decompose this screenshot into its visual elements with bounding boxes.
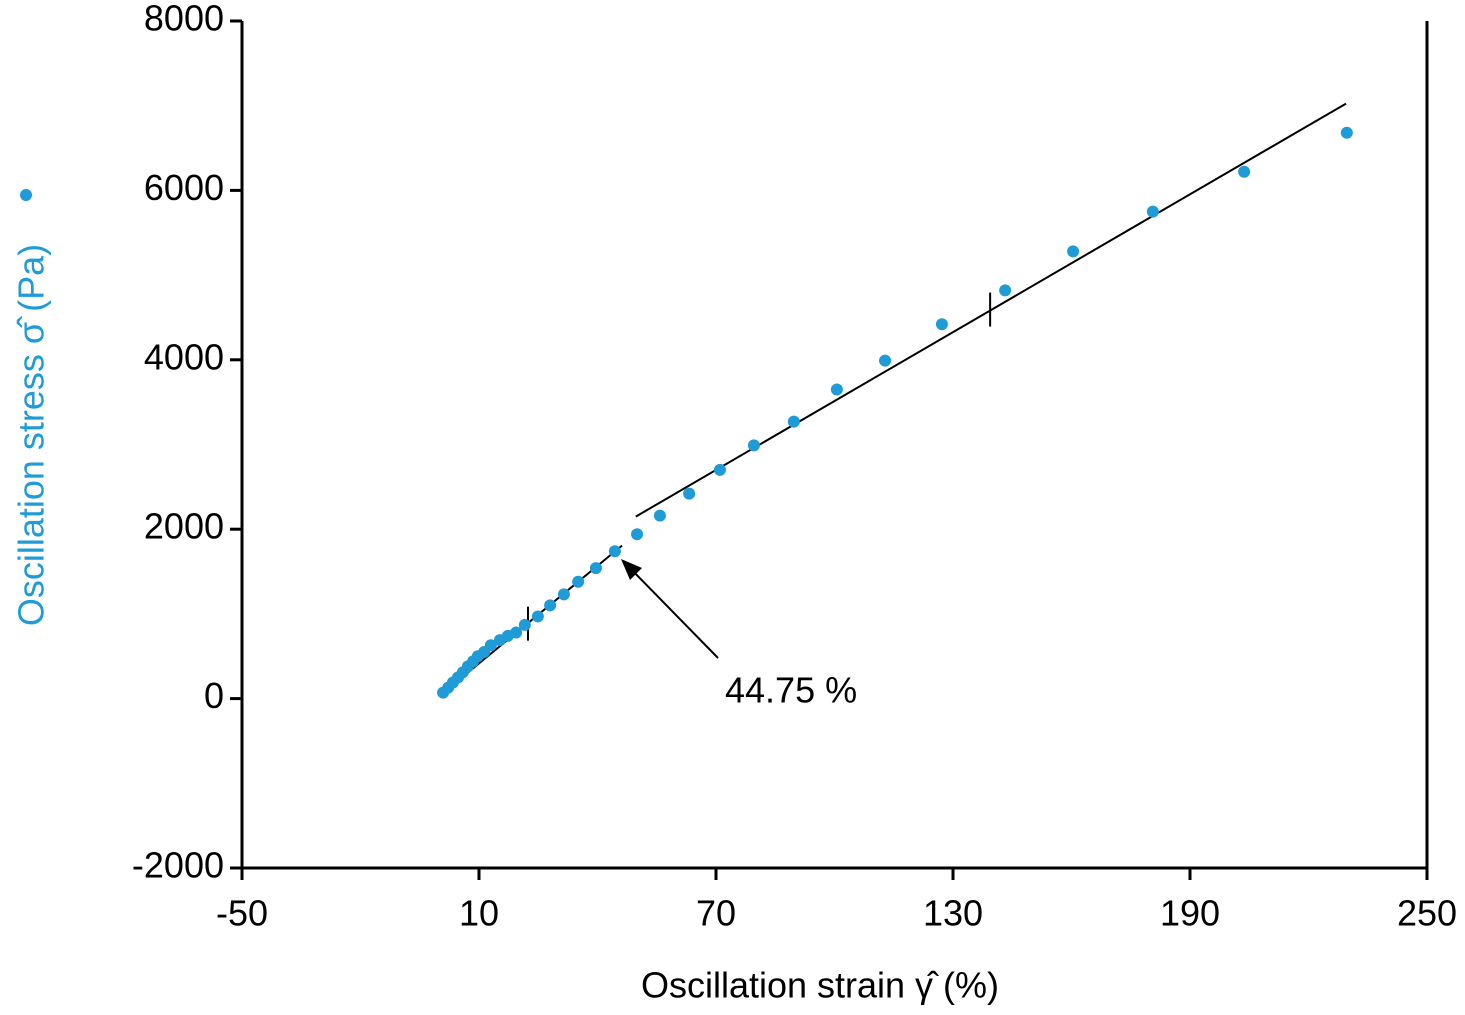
y-tick-label: 2000 (144, 506, 224, 547)
x-tick-label: 70 (696, 893, 736, 934)
data-point (1340, 126, 1353, 139)
annotation: 44.75 % (725, 670, 857, 711)
data-point (572, 575, 585, 588)
data-point (557, 588, 570, 601)
data-point (608, 545, 621, 558)
y-tick-label: 6000 (144, 167, 224, 208)
data-point (589, 562, 602, 575)
data-point (518, 618, 531, 631)
data-point (544, 599, 557, 612)
data-point (683, 487, 696, 500)
data-point (631, 528, 643, 541)
data-point (713, 463, 726, 476)
data-point (935, 318, 948, 331)
y-tick-label: -2000 (132, 845, 224, 886)
x-tick-label: 190 (1160, 893, 1220, 934)
data-point (787, 415, 800, 428)
x-tick-label: -50 (216, 893, 268, 934)
annotation-arrow (627, 565, 719, 659)
data-point (484, 639, 497, 652)
x-axis-label: Oscillation strain γ̂ (%) (641, 965, 999, 1006)
arrow-head (621, 559, 642, 580)
x-tick-label: 10 (459, 893, 499, 934)
x-tick-label: 130 (923, 893, 983, 934)
data-point (999, 284, 1012, 297)
data-point (747, 439, 760, 452)
data-point (830, 383, 843, 396)
data-point (1238, 165, 1251, 178)
y-axis-title: Oscillation stress σ̂ (Pa) (11, 189, 52, 626)
data-point (510, 626, 523, 639)
data-point (1067, 245, 1080, 258)
data-point (653, 509, 666, 522)
y-axis-label: Oscillation stress σ̂ (Pa) (11, 244, 52, 626)
data-point (879, 354, 892, 367)
y-tick-label: 0 (204, 675, 224, 716)
data-point (531, 610, 544, 623)
x-tick-label: 250 (1397, 893, 1457, 934)
legend-marker (20, 189, 32, 201)
data-point (1146, 205, 1159, 218)
y-tick-label: 8000 (144, 0, 224, 39)
y-tick-label: 4000 (144, 336, 224, 377)
